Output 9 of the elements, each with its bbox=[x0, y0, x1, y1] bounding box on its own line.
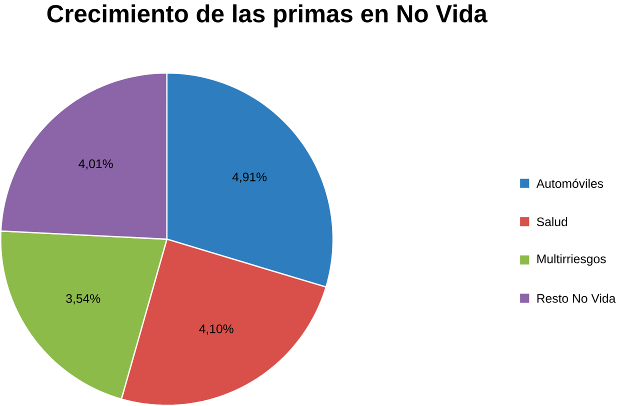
data-label: 4,91% bbox=[232, 172, 267, 183]
chart-title: Crecimiento de las primas en No Vida bbox=[47, 4, 488, 28]
legend-label: Resto No Vida bbox=[537, 294, 616, 303]
legend-label: Salud bbox=[536, 217, 568, 226]
data-label: 4,10% bbox=[199, 324, 234, 335]
legend-label: Automóviles bbox=[536, 178, 604, 188]
legend-label: Multirriesgos bbox=[537, 254, 606, 266]
data-label: 4,01% bbox=[78, 159, 113, 170]
data-label: 3,54% bbox=[66, 294, 100, 304]
